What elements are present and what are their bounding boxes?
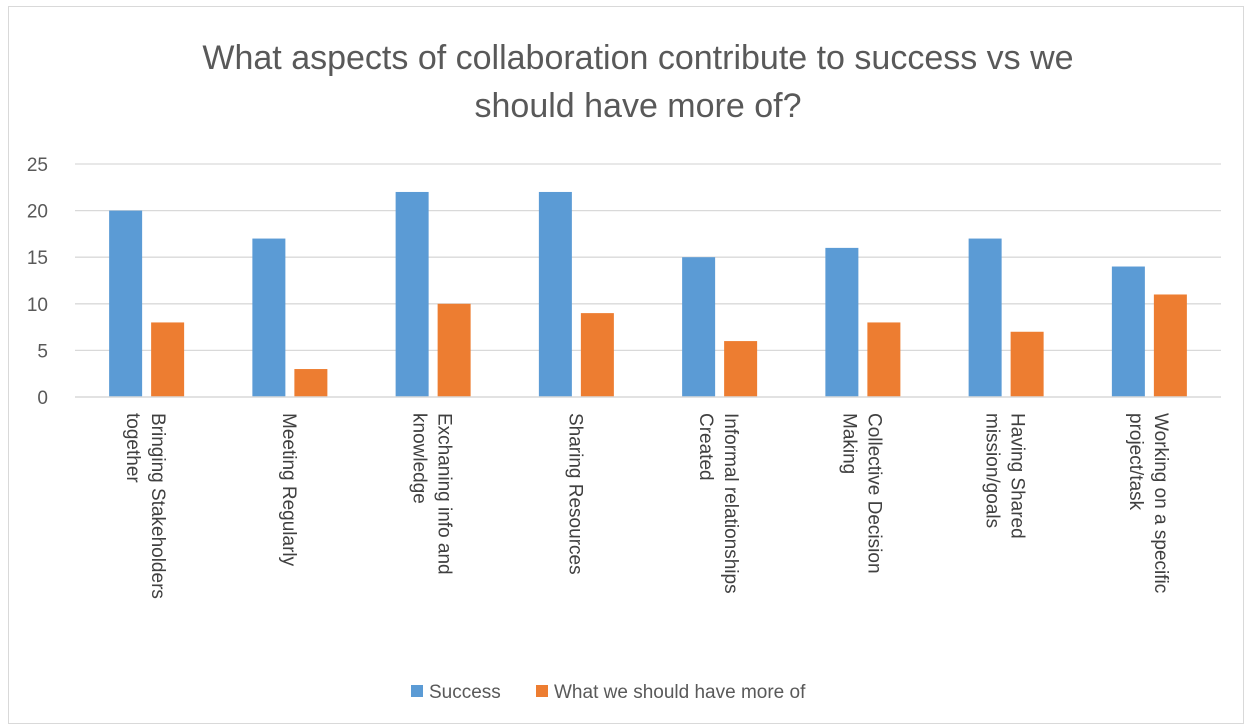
- x-category-label: Meeting Regularly: [278, 413, 299, 567]
- bar-more-of: [294, 369, 328, 397]
- y-tick-label: 20: [27, 202, 48, 223]
- legend-swatch: [411, 685, 423, 697]
- bar-success: [109, 210, 143, 397]
- bar-more-of: [1010, 331, 1044, 397]
- y-tick-label: 10: [27, 295, 48, 316]
- bar-more-of: [867, 322, 901, 397]
- x-category-label: Informal relationships: [720, 413, 741, 594]
- chart-title-line: should have more of?: [475, 87, 802, 125]
- x-category-label: project/task: [1125, 413, 1146, 511]
- bar-more-of: [580, 313, 614, 397]
- bar-success: [968, 238, 1002, 397]
- chart-title: What aspects of collaboration contribute…: [202, 39, 1073, 125]
- y-tick-label: 15: [27, 248, 48, 269]
- legend: Success What we should have more of: [411, 682, 806, 703]
- bar-more-of: [151, 322, 185, 397]
- bar-success: [538, 191, 572, 397]
- bar-more-of: [437, 303, 471, 397]
- y-axis-ticks: 0 5 10 15 20 25: [27, 155, 48, 409]
- x-category-label: Making: [838, 413, 859, 474]
- bar-success: [252, 238, 286, 397]
- x-category-label: knowledge: [409, 413, 430, 504]
- bar-success: [395, 191, 429, 397]
- x-category-label: Exchaning info and: [434, 413, 455, 575]
- x-category-label: mission/goals: [982, 413, 1003, 528]
- bars: [109, 191, 1187, 397]
- x-category-label: Having Shared: [1007, 413, 1028, 539]
- bar-success: [1111, 266, 1145, 397]
- y-tick-label: 25: [27, 155, 48, 176]
- bar-success: [825, 247, 859, 397]
- legend-label: What we should have more of: [554, 682, 806, 703]
- x-category-label: Collective Decision: [863, 413, 884, 574]
- x-category-label: Created: [695, 413, 716, 481]
- y-tick-label: 0: [37, 388, 48, 409]
- x-category-label: together: [122, 413, 143, 483]
- bar-more-of: [1153, 294, 1187, 397]
- gridlines: [75, 163, 1221, 352]
- x-category-label: Bringing Stakeholders: [147, 413, 168, 599]
- x-category-label: Working on a specific: [1150, 413, 1171, 593]
- bar-more-of: [724, 341, 758, 397]
- legend-swatch: [536, 685, 548, 697]
- y-tick-label: 5: [37, 341, 48, 362]
- x-category-label: Sharing Resources: [564, 413, 585, 575]
- chart-title-line: What aspects of collaboration contribute…: [202, 39, 1073, 77]
- bar-success: [682, 257, 716, 397]
- legend-label: Success: [429, 682, 501, 703]
